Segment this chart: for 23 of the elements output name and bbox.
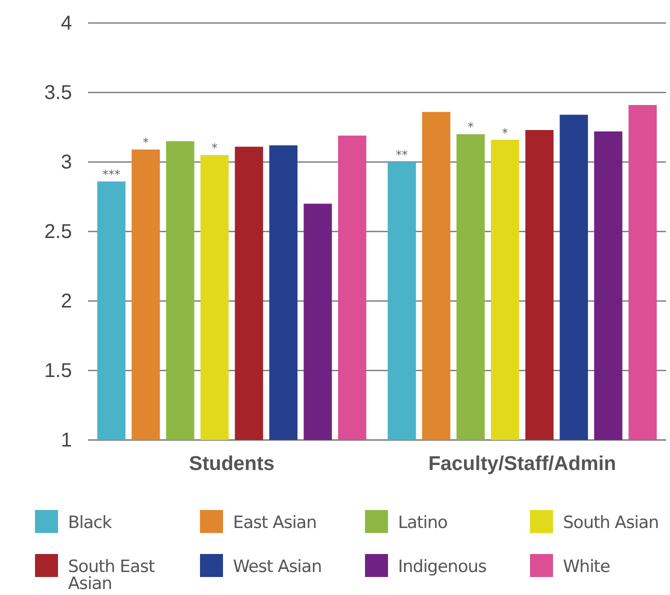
y-tick-label: 2 xyxy=(60,290,72,312)
data-label: ** xyxy=(396,148,408,162)
legend-label: Latino xyxy=(398,513,448,533)
legend-label: South East Asian xyxy=(68,557,156,594)
legend-label: South Asian xyxy=(563,513,659,533)
legend-label: West Asian xyxy=(233,557,322,577)
data-label: *** xyxy=(102,167,120,182)
y-tick-label: 4 xyxy=(60,12,72,34)
y-tick-label: 3.5 xyxy=(44,82,72,104)
data-label: * xyxy=(502,126,508,140)
y-tick-label: 1 xyxy=(60,429,72,452)
y-tick-label: 2.5 xyxy=(44,220,72,243)
legend-label: White xyxy=(563,557,610,577)
legend-label: Indigenous xyxy=(398,557,487,577)
data-label: * xyxy=(468,120,474,134)
y-tick-label: 1.5 xyxy=(44,360,72,382)
legend-label: Black xyxy=(68,513,112,533)
data-label: * xyxy=(142,135,149,150)
data-label: * xyxy=(212,141,218,156)
x-tick-label: Students xyxy=(188,453,275,476)
legend-label: East Asian xyxy=(233,513,316,533)
x-tick-label: Faculty/Staff/Admin xyxy=(428,453,616,476)
y-tick-label: 3 xyxy=(60,151,72,174)
